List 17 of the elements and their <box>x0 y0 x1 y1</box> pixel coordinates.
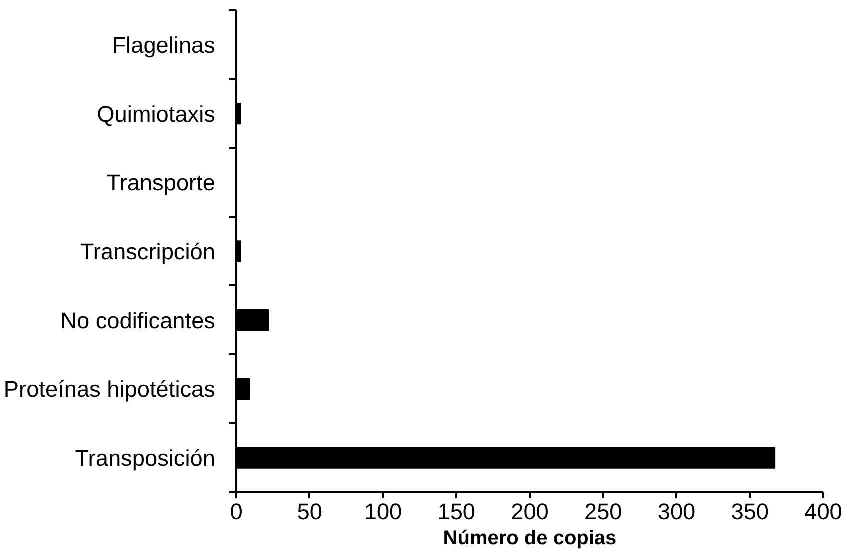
y-tick-label: Transcripción <box>80 238 216 264</box>
x-axis-title: Número de copias <box>443 528 617 550</box>
x-tick-label: 350 <box>731 498 770 524</box>
y-tick-label: Transposición <box>75 445 216 472</box>
x-tick-label: 400 <box>804 498 842 524</box>
x-tick-label: 0 <box>230 498 243 524</box>
x-tick-label: 250 <box>584 498 622 524</box>
x-tick-label: 300 <box>658 498 696 524</box>
y-tick-label: Flagelinas <box>112 32 216 58</box>
y-tick-label: Transporte <box>106 170 216 196</box>
x-tick-label: 150 <box>438 498 476 524</box>
x-tick-label: 50 <box>297 498 322 524</box>
y-tick-label: No codificantes <box>60 307 216 334</box>
y-tick-label: Quimiotaxis <box>97 100 216 127</box>
x-tick-label: 200 <box>511 498 549 524</box>
x-tick-label: 100 <box>364 498 402 524</box>
y-tick-label: Proteínas hipotéticas <box>4 376 216 402</box>
